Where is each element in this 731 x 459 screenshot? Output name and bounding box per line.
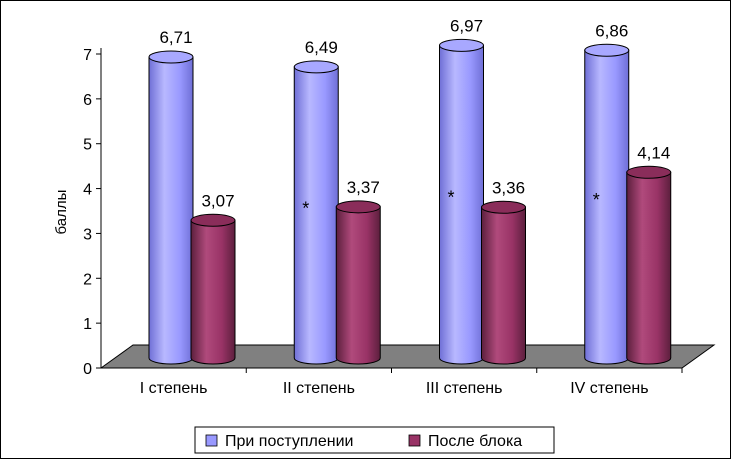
bar-admission — [584, 43, 630, 365]
bar-admission — [293, 60, 339, 365]
y-tick-label: 5 — [83, 137, 92, 154]
significance-marker: * — [302, 199, 309, 219]
y-tick-label: 0 — [83, 361, 92, 378]
y-tick-label: 6 — [83, 92, 92, 109]
bar-body — [148, 56, 194, 365]
y-tick-label: 4 — [83, 182, 92, 199]
bar-after-block — [626, 165, 672, 365]
bar-top — [293, 60, 339, 74]
bar-admission — [439, 38, 484, 365]
y-axis-title: баллы — [53, 190, 70, 235]
bar-body — [481, 206, 526, 365]
bar-top — [626, 165, 672, 179]
bar-admission — [148, 50, 194, 365]
data-label: 3,37 — [347, 178, 380, 197]
legend-swatch-series-2 — [408, 434, 421, 447]
legend-label-series-1: При поступлении — [225, 433, 353, 450]
bar-top — [439, 38, 484, 52]
bar-body — [190, 219, 236, 365]
data-label: 3,07 — [201, 191, 234, 210]
legend-label-series-2: После блока — [428, 433, 522, 450]
bar-after-block — [190, 213, 236, 365]
bar-top — [481, 200, 526, 214]
x-tick-label: IV степень — [570, 380, 648, 397]
bar-top — [148, 50, 194, 64]
bar-after-block — [335, 200, 381, 365]
y-tick-label: 1 — [83, 316, 92, 333]
bar-body — [439, 44, 484, 365]
bar-top — [584, 43, 630, 57]
y-tick-label: 2 — [83, 271, 92, 288]
data-label: 6,86 — [595, 21, 628, 40]
axis-layer: 0 1 2 3 4 5 6 7 I степень II степень III степень IV… — [83, 47, 683, 397]
legend-swatch-series-1 — [205, 434, 218, 447]
y-tick-label: 7 — [83, 47, 92, 64]
bar-body — [626, 171, 672, 365]
labels-layer: 6,71 3,07 6,49 3,37 * 6,97 3,36 * 6,86 4,14 * — [159, 16, 670, 218]
bar-body — [293, 66, 339, 365]
bar-after-block — [481, 200, 526, 365]
significance-marker: * — [593, 190, 600, 210]
bar-top — [190, 213, 236, 227]
legend-box — [194, 426, 555, 454]
legend: При поступлении После блока — [194, 426, 555, 454]
x-tick-label: III степень — [426, 380, 503, 397]
x-tick-label: II степень — [283, 380, 355, 397]
data-label: 4,14 — [637, 143, 670, 162]
significance-marker: * — [448, 188, 455, 208]
data-label: 3,36 — [492, 178, 525, 197]
bars-layer — [148, 38, 672, 365]
data-label: 6,49 — [305, 38, 338, 57]
y-tick-label: 3 — [83, 226, 92, 243]
data-label: 6,97 — [450, 16, 483, 35]
bar-body — [335, 206, 381, 365]
data-label: 6,71 — [159, 28, 192, 47]
bar-top — [335, 200, 381, 214]
bar-body — [584, 49, 630, 365]
x-tick-label: I степень — [140, 380, 208, 397]
